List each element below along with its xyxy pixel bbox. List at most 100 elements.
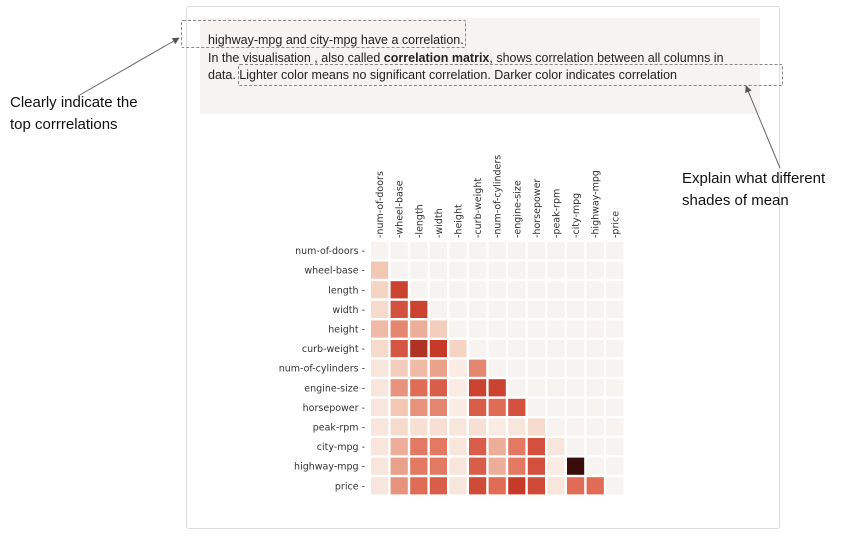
heatmap-cell-length-city-mpg xyxy=(567,281,585,299)
heatmap-cell-price-city-mpg xyxy=(567,477,585,495)
heatmap-cell-horsepower-length xyxy=(410,398,428,416)
heatmap-cell-height-curb-weight xyxy=(469,320,487,338)
heatmap-cell-num-of-cylinders-highway-mpg xyxy=(586,359,604,377)
left-annotation-arrow xyxy=(77,37,180,97)
heatmap-cell-height-wheel-base xyxy=(390,320,408,338)
row-label-wheel-base: wheel-base - xyxy=(304,266,365,277)
row-label-highway-mpg: highway-mpg - xyxy=(294,462,365,473)
heatmap-cell-highway-mpg-peak-rpm xyxy=(547,457,565,475)
heatmap-cell-price-height xyxy=(449,477,467,495)
heatmap-cell-height-num-of-doors xyxy=(371,320,389,338)
heatmap-cell-curb-weight-height xyxy=(449,340,467,358)
heatmap-cell-engine-size-width xyxy=(429,379,447,397)
heatmap-cell-num-of-doors-highway-mpg xyxy=(586,242,604,260)
col-label-price: -price xyxy=(610,211,621,238)
heatmap-cell-horsepower-height xyxy=(449,398,467,416)
heatmap-cell-length-horsepower xyxy=(527,281,545,299)
heatmap-cell-city-mpg-price xyxy=(606,438,624,456)
heatmap-cell-length-num-of-doors xyxy=(371,281,389,299)
heatmap-cell-num-of-cylinders-price xyxy=(606,359,624,377)
heatmap-cell-length-curb-weight xyxy=(469,281,487,299)
heatmap-cell-peak-rpm-wheel-base xyxy=(390,418,408,436)
heatmap-cell-peak-rpm-highway-mpg xyxy=(586,418,604,436)
insight-text-a: In the visualisation , also called xyxy=(208,51,384,65)
heatmap-cell-price-curb-weight xyxy=(469,477,487,495)
insight-shade-explanation: Lighter color means no significant corre… xyxy=(239,68,677,82)
heatmap-cell-num-of-doors-city-mpg xyxy=(567,242,585,260)
heatmap-cell-num-of-cylinders-height xyxy=(449,359,467,377)
heatmap-cell-horsepower-peak-rpm xyxy=(547,398,565,416)
annotation-right-line-1: Explain what different xyxy=(682,170,826,187)
heatmap-cell-price-price xyxy=(606,477,624,495)
heatmap-cell-num-of-doors-num-of-cylinders xyxy=(488,242,506,260)
heatmap-cell-engine-size-curb-weight xyxy=(469,379,487,397)
heatmap-cell-engine-size-height xyxy=(449,379,467,397)
heatmap-cell-highway-mpg-num-of-cylinders xyxy=(488,457,506,475)
row-label-city-mpg: city-mpg - xyxy=(317,442,365,453)
heatmap-cell-engine-size-highway-mpg xyxy=(586,379,604,397)
heatmap-cell-horsepower-city-mpg xyxy=(567,398,585,416)
heatmap-cell-wheel-base-num-of-cylinders xyxy=(488,261,506,279)
heatmap-cell-num-of-cylinders-city-mpg xyxy=(567,359,585,377)
heatmap-cell-num-of-doors-height xyxy=(449,242,467,260)
row-label-length: length - xyxy=(328,285,365,296)
heatmap-cell-wheel-base-peak-rpm xyxy=(547,261,565,279)
heatmap-cell-horsepower-wheel-base xyxy=(390,398,408,416)
heatmap-cell-horsepower-engine-size xyxy=(508,398,526,416)
insight-correlation-matrix: correlation matrix xyxy=(383,51,490,65)
heatmap-cell-width-price xyxy=(606,300,624,318)
heatmap-cell-length-height xyxy=(449,281,467,299)
heatmap-cell-peak-rpm-engine-size xyxy=(508,418,526,436)
heatmap-cell-highway-mpg-highway-mpg xyxy=(586,457,604,475)
heatmap-cell-length-wheel-base xyxy=(390,281,408,299)
heatmap-cell-num-of-cylinders-num-of-cylinders xyxy=(488,359,506,377)
heatmap-cell-city-mpg-width xyxy=(429,438,447,456)
heatmap-cell-width-length xyxy=(410,300,428,318)
heatmap-cell-city-mpg-num-of-doors xyxy=(371,438,389,456)
heatmap-cell-width-num-of-doors xyxy=(371,300,389,318)
heatmap-cell-wheel-base-width xyxy=(429,261,447,279)
heatmap-cell-engine-size-wheel-base xyxy=(390,379,408,397)
heatmap-cell-num-of-cylinders-length xyxy=(410,359,428,377)
heatmap-cell-height-num-of-cylinders xyxy=(488,320,506,338)
heatmap-cell-city-mpg-horsepower xyxy=(527,438,545,456)
heatmap-cell-curb-weight-peak-rpm xyxy=(547,340,565,358)
insight-text-c: , shows correlation between all columns … xyxy=(489,51,724,65)
heatmap-cell-price-length xyxy=(410,477,428,495)
col-label-num-of-doors: -num-of-doors xyxy=(375,171,386,238)
heatmap-cell-highway-mpg-price xyxy=(606,457,624,475)
row-label-height: height - xyxy=(328,325,365,336)
heatmap-cell-horsepower-num-of-cylinders xyxy=(488,398,506,416)
heatmap-cell-horsepower-curb-weight xyxy=(469,398,487,416)
heatmap-cell-peak-rpm-height xyxy=(449,418,467,436)
annotation-left-line-1: Clearly indicate the xyxy=(10,94,138,111)
heatmap-cell-curb-weight-curb-weight xyxy=(469,340,487,358)
heatmap-cell-length-width xyxy=(429,281,447,299)
row-label-horsepower: horsepower - xyxy=(303,403,365,414)
col-label-city-mpg: -city-mpg xyxy=(571,193,582,238)
insight-line-3: data. Lighter color means no significant… xyxy=(208,67,677,83)
heatmap-cell-horsepower-width xyxy=(429,398,447,416)
heatmap-cell-height-height xyxy=(449,320,467,338)
heatmap-cell-width-width xyxy=(429,300,447,318)
heatmap-cell-curb-weight-wheel-base xyxy=(390,340,408,358)
heatmap-cell-length-price xyxy=(606,281,624,299)
heatmap-cell-price-horsepower xyxy=(527,477,545,495)
heatmap-cell-wheel-base-wheel-base xyxy=(390,261,408,279)
heatmap-cell-horsepower-horsepower xyxy=(527,398,545,416)
heatmap-cell-wheel-base-highway-mpg xyxy=(586,261,604,279)
heatmap-cell-wheel-base-horsepower xyxy=(527,261,545,279)
insight-line-1: highway-mpg and city-mpg have a correlat… xyxy=(208,32,464,48)
heatmap-cell-num-of-cylinders-num-of-doors xyxy=(371,359,389,377)
heatmap-cell-length-num-of-cylinders xyxy=(488,281,506,299)
heatmap-cell-curb-weight-length xyxy=(410,340,428,358)
heatmap-cell-engine-size-horsepower xyxy=(527,379,545,397)
heatmap-cell-height-engine-size xyxy=(508,320,526,338)
heatmap-cell-length-highway-mpg xyxy=(586,281,604,299)
heatmap-cell-num-of-doors-price xyxy=(606,242,624,260)
heatmap-cell-wheel-base-length xyxy=(410,261,428,279)
heatmap-cell-highway-mpg-length xyxy=(410,457,428,475)
heatmap-cell-num-of-doors-peak-rpm xyxy=(547,242,565,260)
